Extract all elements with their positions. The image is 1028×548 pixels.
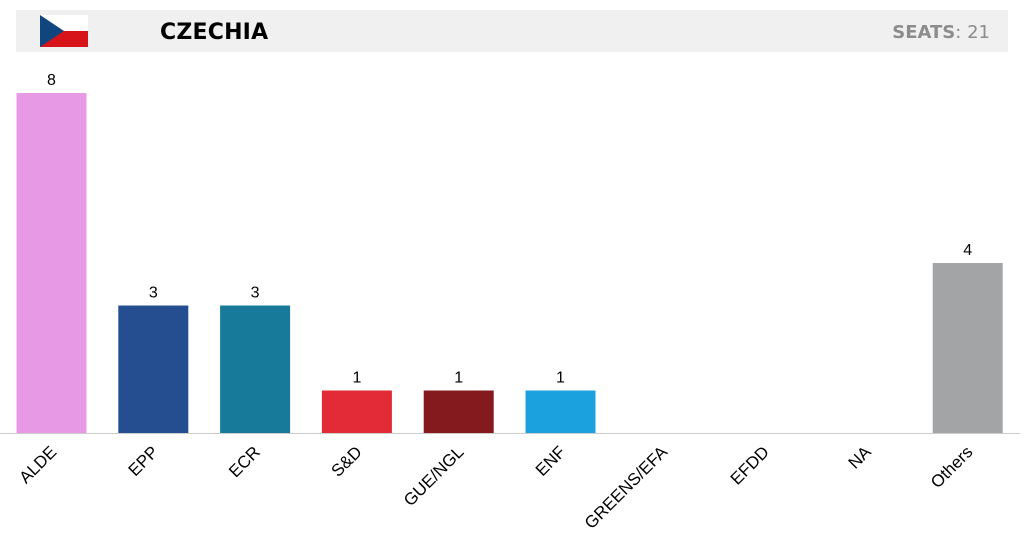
flag-blue-triangle bbox=[40, 15, 64, 47]
bar-gue-ngl bbox=[423, 390, 494, 433]
seats-value: 21 bbox=[967, 22, 990, 43]
bar-ecr bbox=[220, 305, 291, 433]
data-label-epp: 3 bbox=[149, 285, 158, 302]
tick-label-greens-efa: GREENS/EFA bbox=[581, 442, 672, 533]
seats-total: SEATS: 21 bbox=[892, 10, 990, 56]
data-label-s-d: 1 bbox=[352, 370, 361, 387]
tick-label-s-d: S&D bbox=[328, 442, 366, 480]
tick-label-others: Others bbox=[927, 442, 977, 492]
tick-label-na: NA bbox=[845, 442, 876, 473]
tick-label-ecr: ECR bbox=[225, 442, 264, 481]
data-label-enf: 1 bbox=[556, 370, 565, 387]
tick-label-alde: ALDE bbox=[15, 442, 60, 487]
tick-label-efdd: EFDD bbox=[727, 442, 773, 488]
seats-label: SEATS bbox=[892, 22, 956, 43]
data-label-gue-ngl: 1 bbox=[454, 370, 463, 387]
bar-enf bbox=[525, 390, 596, 433]
data-label-others: 4 bbox=[963, 242, 972, 259]
bar-epp bbox=[118, 305, 189, 433]
data-label-ecr: 3 bbox=[251, 285, 260, 302]
tick-label-gue-ngl: GUE/NGL bbox=[400, 442, 468, 510]
bar-alde bbox=[16, 93, 87, 433]
seats-separator: : bbox=[955, 22, 962, 43]
tick-label-epp: EPP bbox=[125, 442, 162, 479]
data-label-alde: 8 bbox=[47, 72, 56, 89]
country-name: CZECHIA bbox=[160, 20, 269, 45]
tick-label-enf: ENF bbox=[532, 442, 569, 479]
country-header: CZECHIA SEATS: 21 bbox=[16, 10, 1008, 52]
bar-others bbox=[932, 263, 1003, 433]
czech-flag-icon bbox=[40, 15, 88, 47]
bar-s-d bbox=[321, 390, 392, 433]
